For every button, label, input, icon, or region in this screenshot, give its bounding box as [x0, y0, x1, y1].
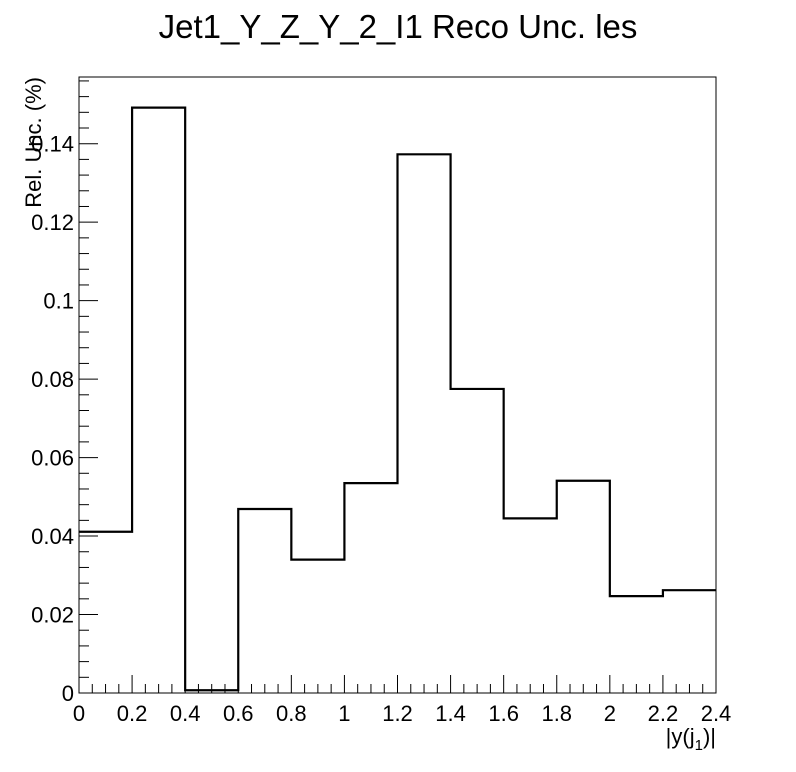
y-tick-label: 0: [62, 681, 74, 706]
histogram-bin: [451, 389, 504, 693]
x-axis-label: |y(j1)|: [666, 724, 716, 754]
y-tick-labels: 0 0.02 0.04 0.06 0.08 0.1 0.12 0.14: [31, 132, 74, 706]
histogram-bin: [398, 154, 451, 693]
histogram-bin: [79, 532, 132, 693]
histogram-bin: [132, 108, 185, 693]
y-tick-label: 0.12: [31, 210, 74, 235]
histogram-bin: [344, 483, 397, 693]
x-tick-label: 0.4: [170, 701, 201, 726]
x-tick-label: 2.4: [701, 701, 732, 726]
x-tick-label: 2: [604, 701, 616, 726]
histogram-bin: [663, 590, 716, 693]
x-tick-label: 0.8: [276, 701, 307, 726]
y-tick-label: 0.14: [31, 132, 74, 157]
histogram-bin: [238, 509, 291, 693]
x-tick-label: 1.2: [382, 701, 413, 726]
x-tick-label: 0.2: [117, 701, 148, 726]
x-tick-label: 1.4: [435, 701, 466, 726]
x-tick-label: 1.8: [541, 701, 572, 726]
y-tick-label: 0.1: [43, 289, 74, 314]
x-tick-label: 1: [338, 701, 350, 726]
histogram-bin: [291, 560, 344, 693]
x-tick-label: 2.2: [648, 701, 679, 726]
y-axis-label: Rel. Unc. (%): [21, 77, 46, 208]
histogram-bin: [557, 481, 610, 693]
y-tick-label: 0.02: [31, 603, 74, 628]
chart-title: Jet1_Y_Z_Y_2_I1 Reco Unc. les: [159, 8, 638, 45]
x-tick-label: 0: [73, 701, 85, 726]
y-tick-label: 0.04: [31, 524, 74, 549]
y-tick-label: 0.08: [31, 367, 74, 392]
x-tick-labels: 0 0.2 0.4 0.6 0.8 1 1.2 1.4 1.6 1.8 2 2.2 2.4: [73, 701, 731, 726]
histogram-bin: [610, 596, 663, 693]
histogram-outline: [79, 106, 716, 692]
x-tick-label: 0.6: [223, 701, 254, 726]
x-tick-label: 1.6: [488, 701, 519, 726]
y-tick-label: 0.06: [31, 446, 74, 471]
histogram-bin: [504, 518, 557, 693]
